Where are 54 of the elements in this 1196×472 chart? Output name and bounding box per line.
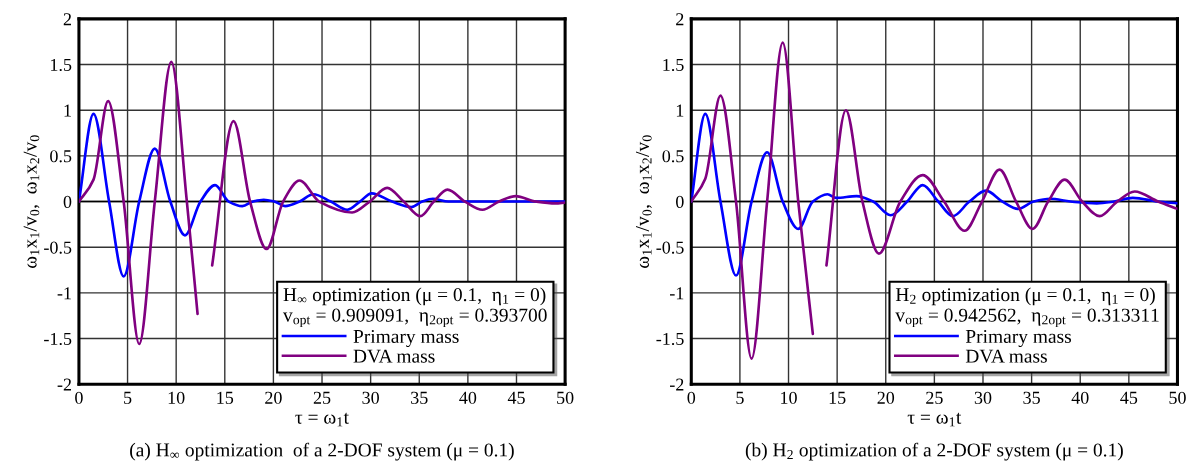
legend-label: Primary mass bbox=[353, 329, 459, 348]
x-tick-label: 15 bbox=[829, 391, 846, 404]
line-series bbox=[691, 112, 1178, 277]
text: (a) H$_{∞}$ optimization of a 2-DOF system (μ = 0.1) bbox=[130, 442, 514, 461]
text: ω$_{1}$x$_{1}$/v$_{0}$, ω$_{1}$x$_{2}$/v$_{0}$ bbox=[636, 135, 652, 268]
y-tick-label: 1.5 bbox=[663, 58, 684, 72]
x-tick-label: 15 bbox=[217, 391, 234, 404]
legend-label: DVA mass bbox=[353, 349, 435, 363]
x-tick-label: 0 bbox=[687, 391, 696, 404]
y-tick-label: 0.5 bbox=[662, 150, 684, 163]
x-tick-label: 40 bbox=[1071, 391, 1089, 404]
y-tick-label: 0 bbox=[63, 195, 72, 208]
y-tick-label: 2 bbox=[676, 13, 684, 26]
x-tick-label: 35 bbox=[411, 391, 428, 404]
text: H$_{2}$ optimization (μ = 0.1, η$_{1}$ = 0) v$_{opt}$ = 0.942562, η$_{2opt}$ = 0.313311 bbox=[895, 287, 1159, 328]
y-tick-label: 1 bbox=[676, 104, 684, 117]
x-tick-label: 10 bbox=[168, 391, 185, 404]
x-tick-label: 10 bbox=[781, 391, 797, 404]
x-axis-title: τ = ω$_{1}$t bbox=[295, 412, 349, 427]
x-tick-label: 30 bbox=[362, 391, 379, 404]
x-tick-label: 45 bbox=[1120, 391, 1138, 404]
y-tick-label: 1 bbox=[64, 104, 71, 117]
y-tick-label: -2 bbox=[57, 378, 71, 391]
y-tick-label: 0.5 bbox=[50, 150, 72, 163]
y-tick-label: -1 bbox=[57, 287, 71, 300]
text: H$_{∞}$ optimization (μ = 0.1, η$_{1}$ = 0) v$_{opt}$ = 0.909091, η$_{2opt}$ = 0.393700 bbox=[282, 287, 547, 328]
x-tick-label: 5 bbox=[124, 391, 132, 404]
x-tick-label: 25 bbox=[313, 391, 331, 404]
x-tick-label: 20 bbox=[877, 391, 895, 404]
x-tick-label: 35 bbox=[1023, 391, 1040, 404]
x-tick-label: 20 bbox=[265, 391, 282, 404]
text: ω$_{1}$x$_{1}$/v$_{0}$, ω$_{1}$x$_{2}$/v$_{0}$ bbox=[23, 135, 40, 268]
x-tick-label: 5 bbox=[736, 391, 744, 404]
y-tick-label: 1.5 bbox=[51, 58, 72, 72]
line-series bbox=[78, 112, 566, 278]
legend-label: Primary mass bbox=[965, 329, 1072, 348]
x-tick-label: 30 bbox=[974, 391, 992, 404]
y-tick-label: -1.5 bbox=[656, 332, 684, 346]
y-tick-label: -2 bbox=[669, 378, 684, 391]
y-tick-label: -0.5 bbox=[44, 241, 72, 254]
y-tick-label: -0.5 bbox=[656, 241, 684, 254]
y-tick-label: 0 bbox=[676, 195, 684, 208]
text: (b) H$_{2}$ optimization of a 2-DOF system (μ = 0.1) bbox=[745, 442, 1123, 461]
x-tick-label: 0 bbox=[75, 391, 83, 404]
x-axis-title: τ = ω$_{1}$t bbox=[907, 412, 962, 427]
x-tick-label: 50 bbox=[557, 391, 574, 404]
x-tick-label: 40 bbox=[459, 391, 477, 404]
x-tick-label: 50 bbox=[1169, 391, 1186, 404]
y-tick-label: -1.5 bbox=[44, 332, 72, 346]
y-tick-label: -1 bbox=[669, 287, 684, 300]
x-tick-label: 45 bbox=[507, 391, 525, 404]
legend-label: DVA mass bbox=[965, 349, 1047, 363]
y-tick-label: 2 bbox=[63, 13, 71, 26]
x-tick-label: 25 bbox=[926, 391, 943, 404]
